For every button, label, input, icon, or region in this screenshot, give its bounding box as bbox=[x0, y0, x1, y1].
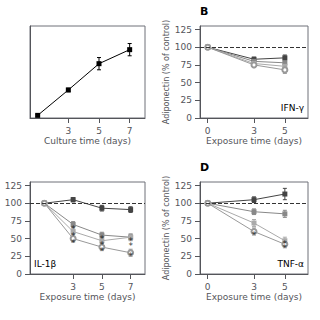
svg-text:100: 100 bbox=[175, 198, 192, 208]
svg-text:*: * bbox=[128, 241, 133, 251]
svg-text:*: * bbox=[128, 251, 133, 261]
svg-text:5: 5 bbox=[96, 126, 102, 136]
svg-text:7: 7 bbox=[128, 282, 134, 292]
svg-text:3: 3 bbox=[251, 282, 257, 292]
svg-text:25: 25 bbox=[181, 251, 192, 261]
svg-text:Exposure time (days): Exposure time (days) bbox=[206, 136, 302, 146]
svg-text:TNF-α: TNF-α bbox=[276, 259, 304, 269]
svg-text:100: 100 bbox=[175, 42, 192, 52]
svg-text:75: 75 bbox=[181, 216, 192, 226]
svg-text:D: D bbox=[200, 161, 209, 174]
svg-text:100: 100 bbox=[5, 198, 22, 208]
svg-text:Adiponectin (% of control): Adiponectin (% of control) bbox=[162, 20, 171, 124]
svg-text:0: 0 bbox=[16, 269, 22, 279]
svg-text:5: 5 bbox=[282, 282, 288, 292]
svg-text:5: 5 bbox=[282, 126, 288, 136]
svg-text:0: 0 bbox=[205, 282, 211, 292]
svg-text:0: 0 bbox=[186, 269, 192, 279]
svg-text:75: 75 bbox=[11, 216, 22, 226]
svg-text:*: * bbox=[252, 230, 257, 240]
svg-text:125: 125 bbox=[175, 181, 192, 191]
svg-text:IFN-γ: IFN-γ bbox=[281, 103, 305, 113]
svg-text:IL-1β: IL-1β bbox=[34, 259, 56, 269]
svg-text:3: 3 bbox=[65, 126, 71, 136]
svg-text:125: 125 bbox=[5, 181, 22, 191]
svg-text:5: 5 bbox=[99, 282, 105, 292]
svg-text:75: 75 bbox=[181, 60, 192, 70]
svg-text:3: 3 bbox=[70, 282, 76, 292]
svg-text:50: 50 bbox=[181, 234, 193, 244]
svg-text:*: * bbox=[100, 246, 105, 256]
svg-text:0: 0 bbox=[205, 126, 211, 136]
svg-text:*: * bbox=[283, 243, 288, 253]
svg-text:Culture time (days): Culture time (days) bbox=[44, 136, 131, 146]
svg-text:3: 3 bbox=[251, 126, 257, 136]
svg-text:125: 125 bbox=[175, 25, 192, 35]
svg-text:B: B bbox=[200, 5, 208, 18]
svg-text:*: * bbox=[71, 238, 76, 248]
svg-text:50: 50 bbox=[181, 78, 193, 88]
svg-text:0: 0 bbox=[186, 113, 192, 123]
svg-text:50: 50 bbox=[11, 234, 23, 244]
svg-text:25: 25 bbox=[11, 251, 22, 261]
svg-text:25: 25 bbox=[181, 95, 192, 105]
svg-text:Exposure time (days): Exposure time (days) bbox=[206, 292, 302, 302]
svg-text:7: 7 bbox=[127, 126, 133, 136]
svg-text:Adiponectin (% of control): Adiponectin (% of control) bbox=[162, 176, 171, 280]
svg-text:Exposure time (days): Exposure time (days) bbox=[40, 292, 136, 302]
